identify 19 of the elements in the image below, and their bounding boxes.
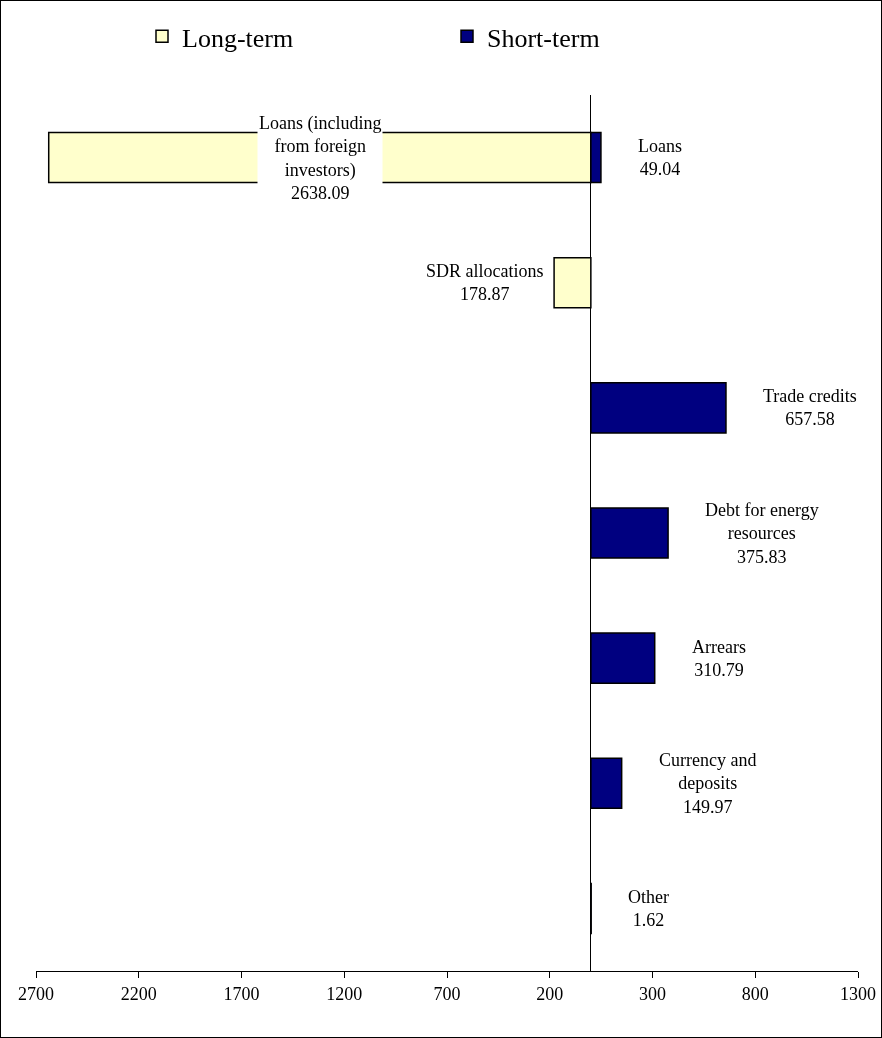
x-tick-label: 300 [639,983,666,1004]
x-tick-label: 800 [741,983,769,1004]
legend-label: Long-term [182,23,294,53]
data-label: Trade credits 657.58 [763,386,857,430]
x-tick-label: 200 [536,983,564,1004]
data-label: Loans 49.04 [638,136,682,180]
legend-label: Short-term [487,23,600,53]
data-label: Other 1.62 [628,887,669,931]
x-tick-label: 1200 [326,983,363,1004]
data-label: Arrears 310.79 [692,637,746,681]
data-label: Loans (including from foreign investors) 2638.09 [259,113,382,204]
x-tick-label: 1700 [223,983,260,1004]
x-tick-label: 2700 [18,983,54,1004]
data-label: Currency and deposits 149.97 [659,750,757,817]
x-tick-label: 700 [433,983,461,1004]
x-tick-label: 1300 [840,983,876,1004]
data-label: SDR allocations 178.87 [426,261,544,305]
x-tick-label: 2200 [120,983,157,1004]
data-label: Debt for energy resources 375.83 [705,500,819,567]
